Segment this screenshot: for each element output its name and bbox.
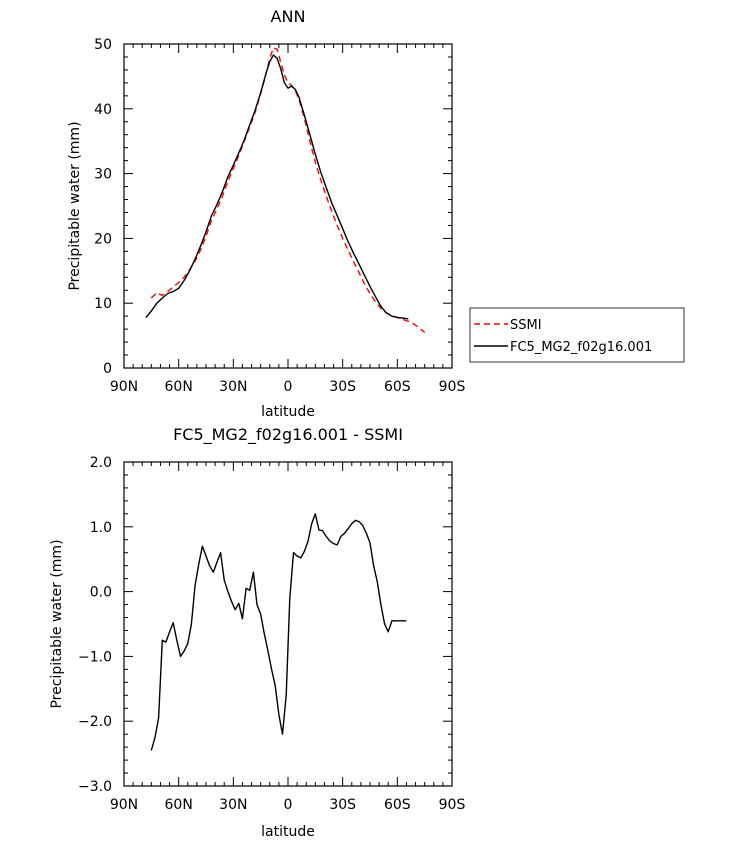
- y-tick-label: −3.0: [78, 779, 112, 795]
- x-tick-label: 30N: [219, 797, 247, 813]
- x-tick-label: 30N: [219, 379, 247, 395]
- y-tick-label: 40: [94, 102, 112, 118]
- y-axis-label: Precipitable water (mm): [67, 121, 83, 290]
- x-tick-label: 30S: [329, 797, 356, 813]
- y-tick-label: 50: [94, 37, 112, 53]
- y-tick-label: −1.0: [78, 649, 112, 665]
- legend-label: FC5_MG2_f02g16.001: [510, 340, 652, 355]
- x-tick-label: 90S: [439, 797, 466, 813]
- x-tick-label: 60N: [165, 379, 193, 395]
- chart-title: ANN: [271, 7, 306, 26]
- y-tick-label: 10: [94, 296, 112, 312]
- x-tick-label: 60N: [165, 797, 193, 813]
- chart-title: FC5_MG2_f02g16.001 - SSMI: [173, 425, 403, 445]
- chart-panel-1: ANN 90N 60N 30N 0 30S 60S 90S 0 10 20 30 40 50 latitud…: [67, 7, 685, 420]
- x-tick-label: 0: [284, 797, 293, 813]
- y-tick-label: 0.0: [90, 585, 112, 601]
- y-tick-label: −2.0: [78, 714, 112, 730]
- series-line-1: [150, 513, 407, 751]
- x-tick-label: 60S: [384, 379, 411, 395]
- series-line-fc5-mg2-f02g16-001: [145, 54, 409, 320]
- x-tick-label: 0: [284, 379, 293, 395]
- legend-label: SSMI: [510, 318, 542, 333]
- y-tick-label: 1.0: [90, 520, 112, 536]
- x-tick-label: 90S: [439, 379, 466, 395]
- series-line-ssmi: [150, 47, 426, 333]
- y-tick-label: 30: [94, 167, 112, 183]
- x-axis-label: latitude: [261, 404, 315, 420]
- y-axis-label: Precipitable water (mm): [49, 539, 65, 708]
- legend: SSMI FC5_MG2_f02g16.001: [469, 307, 685, 363]
- legend-box: [469, 307, 685, 363]
- chart-panel-2: FC5_MG2_f02g16.001 - SSMI 90N 60N 30N 0 30S 60…: [49, 425, 465, 840]
- plot-frame: [123, 43, 453, 369]
- y-tick-label: 20: [94, 231, 112, 247]
- x-tick-label: 90N: [110, 379, 138, 395]
- y-tick-label: 0: [103, 361, 112, 377]
- x-tick-label: 90N: [110, 797, 138, 813]
- x-axis-label: latitude: [261, 824, 315, 840]
- y-tick-label: 2.0: [90, 455, 112, 471]
- x-tick-label: 30S: [329, 379, 356, 395]
- x-tick-label: 60S: [384, 797, 411, 813]
